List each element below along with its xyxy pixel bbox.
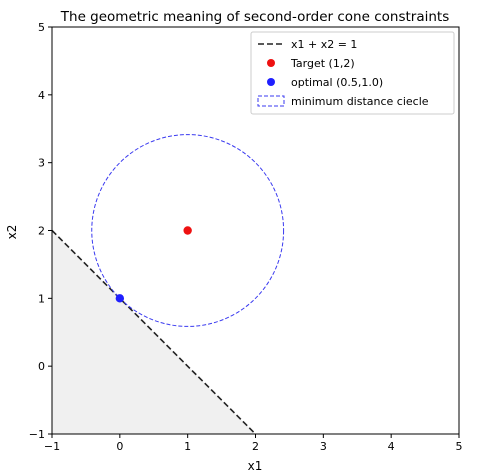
legend-label: Target (1,2) (290, 57, 355, 70)
y-tick-label: 2 (38, 225, 45, 238)
x-tick-label: 4 (388, 440, 395, 453)
y-tick-label: 3 (38, 157, 45, 170)
x-tick-label: 2 (252, 440, 259, 453)
y-axis-label: x2 (5, 225, 19, 240)
x-axis-label: x1 (248, 459, 263, 473)
legend-label: optimal (0.5,1.0) (291, 76, 383, 89)
y-tick-label: 5 (38, 21, 45, 34)
x-tick-label: 0 (116, 440, 123, 453)
x-tick-label: 1 (184, 440, 191, 453)
x-tick-label: 3 (320, 440, 327, 453)
y-tick-label: −1 (29, 428, 45, 441)
x-tick-label: 5 (456, 440, 463, 453)
y-tick-label: 0 (38, 360, 45, 373)
legend: x1 + x2 = 1 Target (1,2) optimal (0.5,1.0)… (251, 32, 454, 114)
legend-label: x1 + x2 = 1 (291, 38, 357, 51)
optimal-point (116, 294, 124, 302)
y-tick-label: 1 (38, 292, 45, 305)
x-axis-ticks: −1 0 1 2 3 4 5 (44, 434, 463, 453)
legend-handle (267, 78, 275, 86)
target-point (183, 226, 191, 234)
y-axis-ticks: −1 0 1 2 3 4 5 (29, 21, 52, 441)
plot-area (52, 135, 284, 434)
x-tick-label: −1 (44, 440, 60, 453)
y-tick-label: 4 (38, 89, 45, 102)
legend-handle (267, 59, 275, 67)
legend-label: minimum distance ciecle (291, 95, 429, 108)
chart-title: The geometric meaning of second-order co… (60, 9, 449, 25)
